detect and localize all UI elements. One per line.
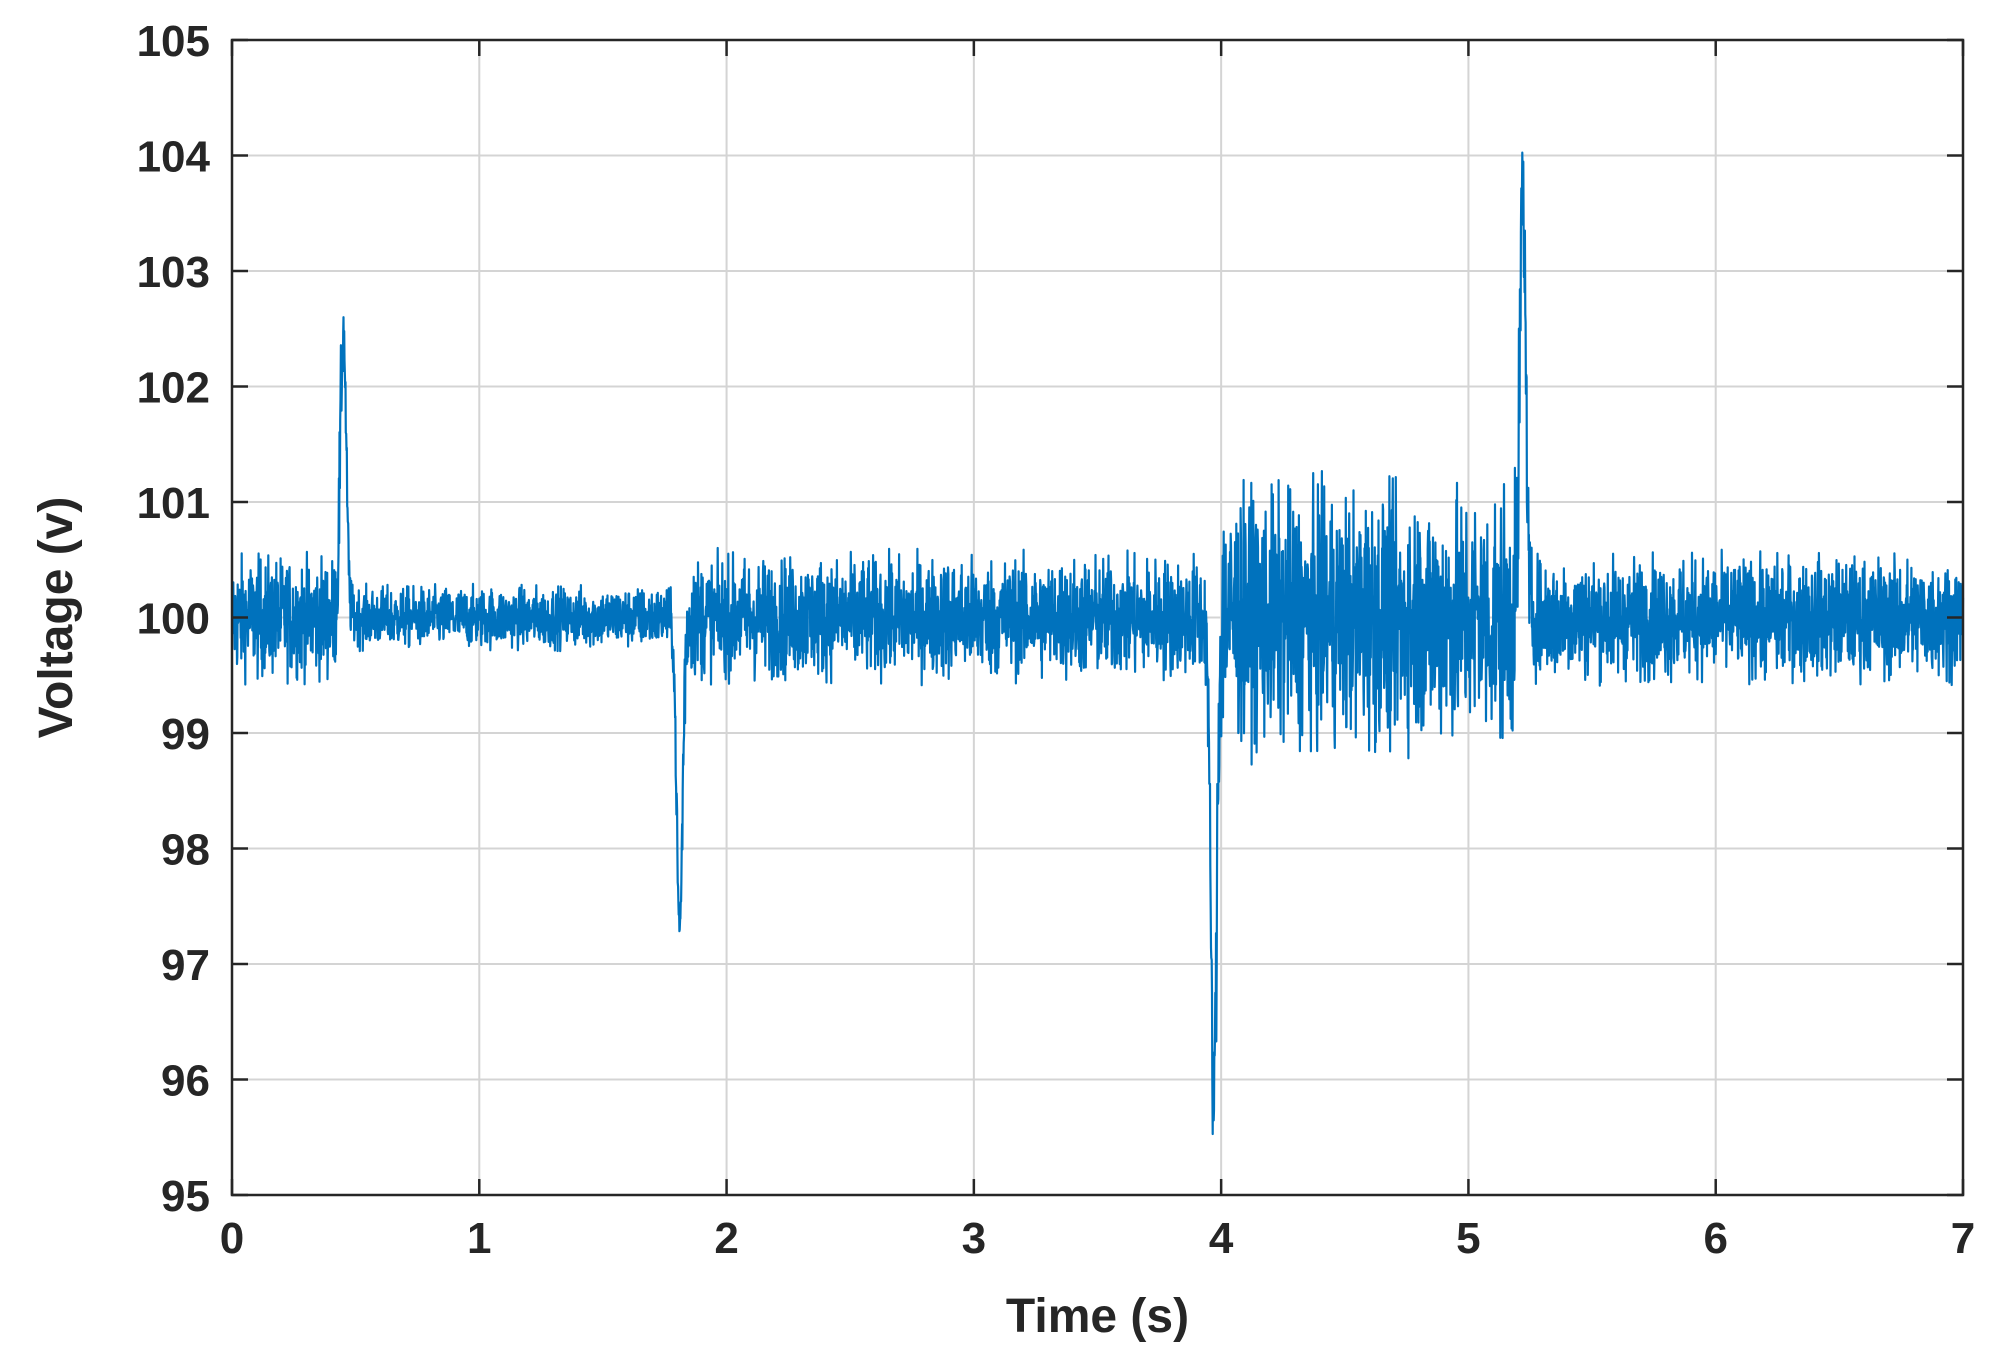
x-tick-label: 2 [714, 1214, 738, 1263]
y-tick-label: 98 [161, 826, 210, 875]
x-tick-label: 6 [1703, 1214, 1727, 1263]
y-tick-label: 101 [137, 479, 210, 528]
voltage-series-line [230, 151, 1965, 1136]
y-tick-label: 103 [137, 248, 210, 297]
y-tick-label: 104 [137, 133, 211, 182]
y-tick-label: 102 [137, 364, 210, 413]
x-tick-label: 1 [467, 1214, 491, 1263]
x-tick-label: 0 [220, 1214, 244, 1263]
x-tick-label: 5 [1456, 1214, 1480, 1263]
tick-layer: 0 1 2 3 4 5 6 7 95 96 97 98 99 100 101 102 103 104 105 [137, 17, 1976, 1263]
y-tick-label: 96 [161, 1057, 210, 1106]
x-axis-title: Time (s) [1006, 1290, 1189, 1343]
y-tick-label: 95 [161, 1172, 210, 1221]
y-tick-label: 105 [137, 17, 210, 66]
x-tick-label: 4 [1209, 1214, 1234, 1263]
y-tick-label: 97 [161, 941, 210, 990]
signal-layer [230, 151, 1965, 1136]
y-tick-label: 99 [161, 710, 210, 759]
y-tick-label: 100 [137, 595, 210, 644]
y-axis-title: Voltage (v) [30, 497, 83, 739]
x-tick-label: 3 [962, 1214, 986, 1263]
x-tick-label: 7 [1951, 1214, 1975, 1263]
